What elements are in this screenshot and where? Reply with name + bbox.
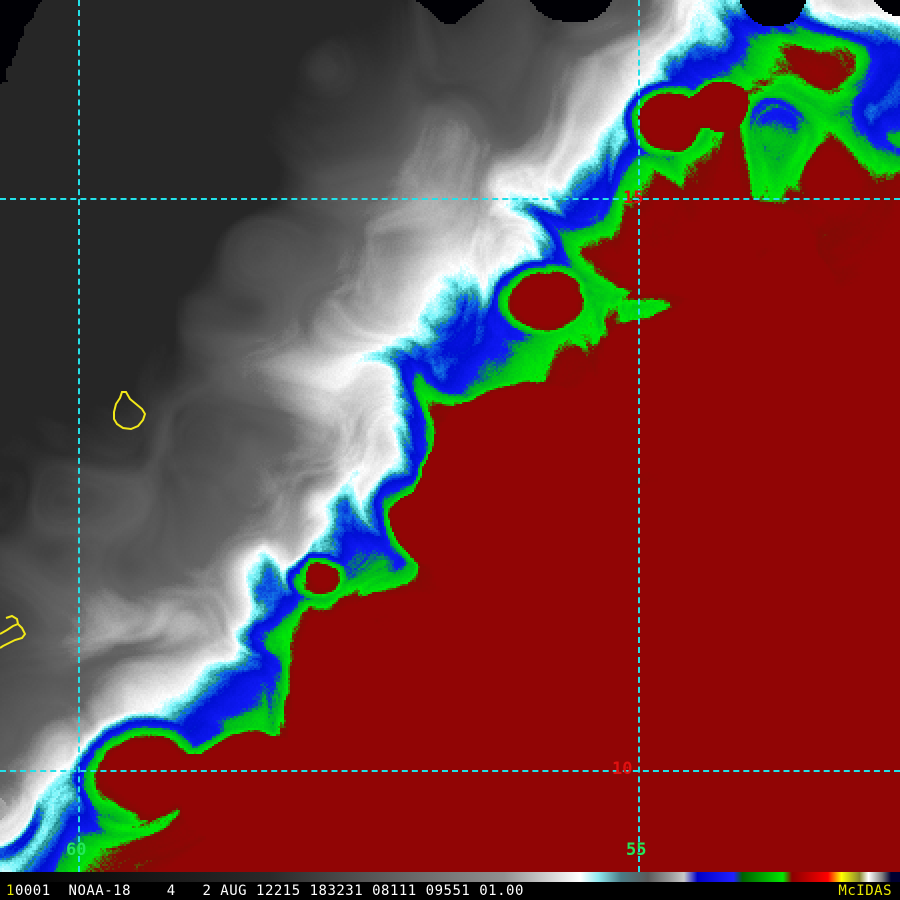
status-text-group: 10001 NOAA-18 4 2 AUG 12215 183231 08111… [6,882,524,900]
enhancement-color-bar[interactable] [0,872,900,882]
status-text: 0001 NOAA-18 4 2 AUG 12215 183231 08111 … [14,883,524,899]
satellite-image-canvas[interactable]: 15 10 60 55 [0,0,900,872]
color-bar-gradient [0,872,900,882]
frame-number: 1 [6,883,15,899]
infrared-cloud-imagery [0,0,900,872]
status-bar: 10001 NOAA-18 4 2 AUG 12215 183231 08111… [0,882,900,900]
mcidas-brand-label: McIDAS [838,883,892,899]
